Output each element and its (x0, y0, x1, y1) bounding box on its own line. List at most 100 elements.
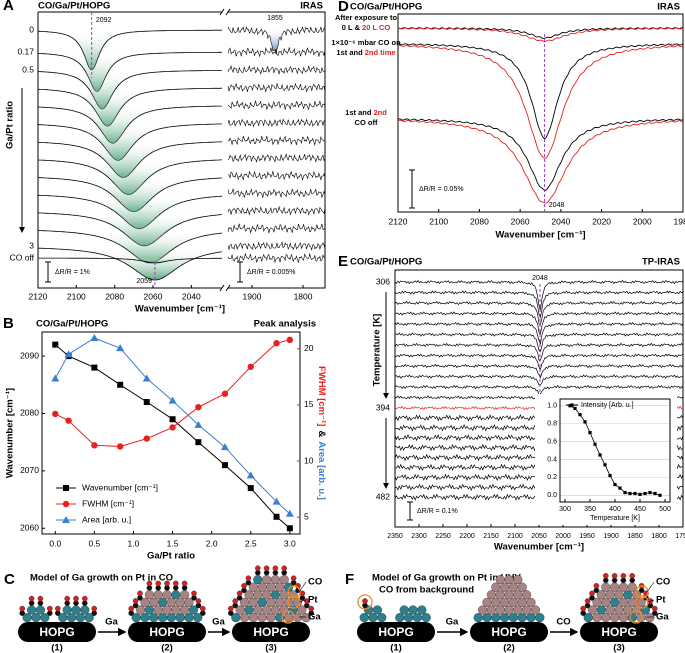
spectrum (37, 247, 223, 281)
spectrum-fill (38, 195, 222, 229)
point (116, 344, 125, 352)
atom (372, 605, 383, 615)
chart-title-right: IRAS (300, 1, 323, 12)
atom (399, 605, 409, 615)
annotation: 2048 (532, 275, 548, 282)
atom (482, 597, 492, 608)
chart-title: CO/Ga/Pt/HOPG (350, 257, 422, 268)
legend-label: Wavenumber [cm⁻¹] (82, 482, 158, 492)
spectrum (397, 27, 684, 43)
x-tick-label: 500 (659, 506, 671, 513)
atom (303, 598, 310, 604)
arrow-label: CO (556, 617, 570, 628)
atom (504, 574, 514, 585)
arrow-label: Ga (446, 617, 459, 628)
spectrum (227, 241, 326, 251)
atom (596, 605, 607, 615)
point (593, 442, 597, 446)
atom (627, 582, 637, 592)
atom (517, 582, 527, 592)
note-part: 2nd (374, 108, 388, 117)
spectrum (397, 43, 684, 140)
atom (241, 583, 247, 589)
atom (263, 565, 270, 572)
atom (71, 605, 81, 615)
spectrum (38, 105, 223, 144)
x-tick-label: 1900 (603, 533, 619, 540)
scale-bar (407, 501, 413, 521)
scale-bar (45, 261, 51, 283)
y-tick-label: 0.2 (547, 474, 557, 481)
note: 1st and 2nd (345, 108, 387, 117)
atom (153, 605, 163, 615)
chart-title-right: Peak analysis (254, 319, 316, 330)
point (643, 491, 647, 496)
point (613, 482, 617, 487)
atom (248, 597, 259, 608)
atom (270, 574, 281, 585)
point (52, 341, 59, 348)
point (143, 399, 150, 406)
highlight (635, 585, 649, 599)
x-tick-label: 1950 (579, 533, 595, 540)
point (648, 490, 652, 495)
spectrum (227, 47, 326, 58)
point (220, 443, 229, 451)
atom (611, 573, 618, 579)
atom (601, 612, 611, 623)
panel-label: F (345, 571, 354, 588)
atom (155, 580, 161, 587)
spectrum (37, 70, 222, 110)
legend-label: CO (308, 577, 322, 588)
y-axis-label: Temperature [K] (372, 314, 383, 387)
point (194, 420, 203, 428)
spectrum (394, 384, 684, 396)
atom (191, 590, 197, 597)
atom (162, 605, 172, 615)
atom (245, 575, 252, 582)
substrate-label: HOPG (149, 625, 184, 639)
atom (171, 605, 181, 615)
atom (627, 612, 637, 623)
note: CO off (355, 118, 378, 127)
point (273, 340, 280, 347)
note: After exposure to (335, 13, 398, 22)
atom (645, 612, 655, 623)
x-tick-label: 2040 (182, 291, 201, 301)
point (573, 406, 577, 411)
y-tick-label: 0.0 (547, 492, 557, 499)
y-tick-label: 2070 (20, 465, 39, 475)
atom (140, 612, 150, 623)
y2-axis-label-part: & (316, 430, 327, 437)
substrate (18, 622, 96, 642)
atom (290, 575, 297, 582)
legend-label: FWHM [cm⁻¹] (82, 498, 134, 508)
atom (254, 565, 261, 572)
temperature-label: 394 (376, 402, 390, 412)
point (62, 500, 70, 508)
atom (270, 590, 281, 600)
point (623, 490, 627, 495)
point (65, 417, 72, 424)
substrate-label: HOPG (39, 625, 74, 639)
atom (609, 582, 620, 592)
atom (297, 605, 307, 615)
highlight (287, 585, 301, 599)
legend-label: Area [arb. u.] (82, 514, 131, 524)
atom (473, 612, 483, 623)
point (91, 442, 98, 449)
atom (184, 612, 194, 623)
atom (195, 598, 202, 604)
x-tick-label: 2120 (29, 291, 48, 301)
atom (500, 582, 510, 592)
atom (308, 605, 315, 612)
spectrum-fill (38, 159, 222, 195)
spectrum (394, 374, 684, 386)
atom (521, 590, 532, 600)
atom (517, 597, 527, 608)
y2-axis-label: FWHM [cm⁻¹] & Area [arb. u.] (316, 366, 327, 500)
atom (408, 605, 418, 615)
x-tick-label: 2060 (511, 216, 530, 226)
atom (40, 612, 50, 623)
point (51, 374, 60, 382)
